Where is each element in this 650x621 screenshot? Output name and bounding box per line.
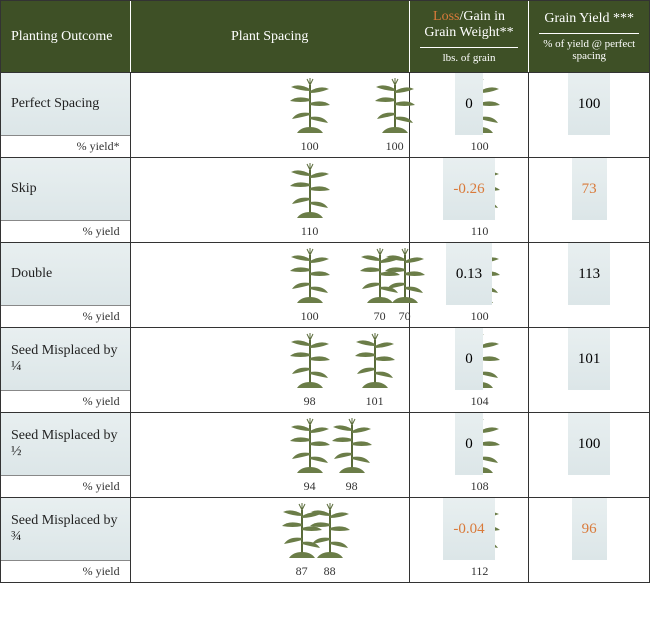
loss-value: 0 xyxy=(455,413,483,475)
grain-yield-value: 100 xyxy=(568,413,611,475)
cell-loss: 0 xyxy=(410,413,530,497)
table-header: Planting Outcome Plant Spacing Loss/Gain… xyxy=(1,1,649,72)
outcome-label: Skip xyxy=(1,158,130,220)
plant-yield-value: 108 xyxy=(471,479,489,494)
table-row: Perfect Spacing% yield* 100 100 100 0 100 xyxy=(1,72,649,157)
cell-outcome: Seed Misplaced by ½% yield xyxy=(1,413,131,497)
plant-yield-value: 110 xyxy=(301,224,319,239)
cell-grain-yield: 101 xyxy=(529,328,649,412)
cell-outcome: Seed Misplaced by ¾% yield xyxy=(1,498,131,582)
plant-yield-value: 94 xyxy=(304,479,316,494)
yield-label: % yield xyxy=(1,560,130,582)
cell-outcome: Perfect Spacing% yield* xyxy=(1,73,131,157)
cell-grain-yield: 96 xyxy=(529,498,649,582)
cell-spacing: 1007070100 xyxy=(131,243,410,327)
plant-yield-value: 100 xyxy=(301,139,319,154)
cell-grain-yield: 100 xyxy=(529,73,649,157)
corn-plant-icon xyxy=(354,332,396,388)
header-loss-sub: lbs. of grain xyxy=(420,47,519,64)
corn-plant-icon xyxy=(309,502,351,558)
plant-yield-value: 100 xyxy=(386,139,404,154)
header-spacing: Plant Spacing xyxy=(131,1,410,72)
plant-yield-value: 101 xyxy=(366,394,384,409)
header-outcome: Planting Outcome xyxy=(1,1,131,72)
plant-yield-value: 70 xyxy=(374,309,386,324)
corn-plant-icon xyxy=(384,247,426,303)
header-loss-prefix: Loss xyxy=(433,9,459,24)
table-row: Double% yield xyxy=(1,242,649,327)
header-yield: Grain Yield *** % of yield @ perfect spa… xyxy=(529,1,649,72)
yield-label: % yield xyxy=(1,220,130,242)
plant-yield-value: 70 xyxy=(399,309,411,324)
planting-spacing-table: Planting Outcome Plant Spacing Loss/Gain… xyxy=(0,0,650,583)
cell-loss: 0.13 xyxy=(410,243,530,327)
cell-loss: -0.04 xyxy=(410,498,530,582)
loss-value: -0.26 xyxy=(443,158,494,220)
loss-value: 0.13 xyxy=(446,243,492,305)
header-yield-sub: % of yield @ perfect spacing xyxy=(539,33,639,62)
corn-plant-icon xyxy=(331,417,373,473)
table-row: Skip% yield 110110-0.2673 xyxy=(1,157,649,242)
yield-label: % yield* xyxy=(1,135,130,157)
header-loss: Loss/Gain in Grain Weight** lbs. of grai… xyxy=(410,1,530,72)
cell-spacing: 110110 xyxy=(131,158,410,242)
header-outcome-label: Planting Outcome xyxy=(11,29,120,45)
header-yield-label: Grain Yield *** xyxy=(544,11,634,27)
corn-plant-icon xyxy=(289,162,331,218)
cell-outcome: Skip% yield xyxy=(1,158,131,242)
grain-yield-value: 100 xyxy=(568,73,611,135)
cell-loss: 0 xyxy=(410,73,530,157)
loss-value: 0 xyxy=(455,73,483,135)
outcome-label: Seed Misplaced by ½ xyxy=(1,413,130,475)
plant-yield-value: 110 xyxy=(471,224,489,239)
yield-label: % yield xyxy=(1,390,130,412)
grain-yield-value: 73 xyxy=(572,158,607,220)
outcome-label: Double xyxy=(1,243,130,305)
corn-plant-icon xyxy=(374,77,416,133)
grain-yield-value: 113 xyxy=(568,243,610,305)
plant-yield-value: 98 xyxy=(346,479,358,494)
plant-yield-value: 98 xyxy=(304,394,316,409)
outcome-label: Seed Misplaced by ¼ xyxy=(1,328,130,390)
loss-value: 0 xyxy=(455,328,483,390)
plant-yield-value: 104 xyxy=(471,394,489,409)
outcome-label: Seed Misplaced by ¾ xyxy=(1,498,130,560)
plant-yield-value: 88 xyxy=(324,564,336,579)
cell-grain-yield: 73 xyxy=(529,158,649,242)
corn-plant-icon xyxy=(289,77,331,133)
loss-value: -0.04 xyxy=(443,498,494,560)
cell-spacing: 8788112 xyxy=(131,498,410,582)
cell-outcome: Double% yield xyxy=(1,243,131,327)
corn-plant-icon xyxy=(289,417,331,473)
cell-spacing: 100100100 xyxy=(131,73,410,157)
grain-yield-value: 101 xyxy=(568,328,611,390)
cell-spacing: 9498108 xyxy=(131,413,410,497)
outcome-label: Perfect Spacing xyxy=(1,73,130,135)
cell-outcome: Seed Misplaced by ¼% yield xyxy=(1,328,131,412)
plant-yield-value: 87 xyxy=(296,564,308,579)
header-spacing-label: Plant Spacing xyxy=(231,29,308,45)
corn-plant-icon xyxy=(289,332,331,388)
cell-grain-yield: 100 xyxy=(529,413,649,497)
cell-grain-yield: 113 xyxy=(529,243,649,327)
yield-label: % yield xyxy=(1,305,130,327)
grain-yield-value: 96 xyxy=(572,498,607,560)
corn-plant-icon xyxy=(289,247,331,303)
cell-loss: 0 xyxy=(410,328,530,412)
table-row: Seed Misplaced by ¼% yield 98 101 104 0 101 xyxy=(1,327,649,412)
cell-spacing: 98101104 xyxy=(131,328,410,412)
yield-label: % yield xyxy=(1,475,130,497)
header-loss-label: Loss/Gain in Grain Weight** xyxy=(420,9,519,41)
table-body: Perfect Spacing% yield* 100 100 100 0 100 Ski… xyxy=(1,72,649,582)
plant-yield-value: 100 xyxy=(301,309,319,324)
plant-yield-value: 100 xyxy=(471,139,489,154)
cell-loss: -0.26 xyxy=(410,158,530,242)
table-row: Seed Misplaced by ½% yield 94 98 108 0 100 xyxy=(1,412,649,497)
plant-yield-value: 112 xyxy=(471,564,489,579)
table-row: Seed Misplaced by ¾% yield 87 88 112 -0.04 9… xyxy=(1,497,649,582)
plant-yield-value: 100 xyxy=(471,309,489,324)
